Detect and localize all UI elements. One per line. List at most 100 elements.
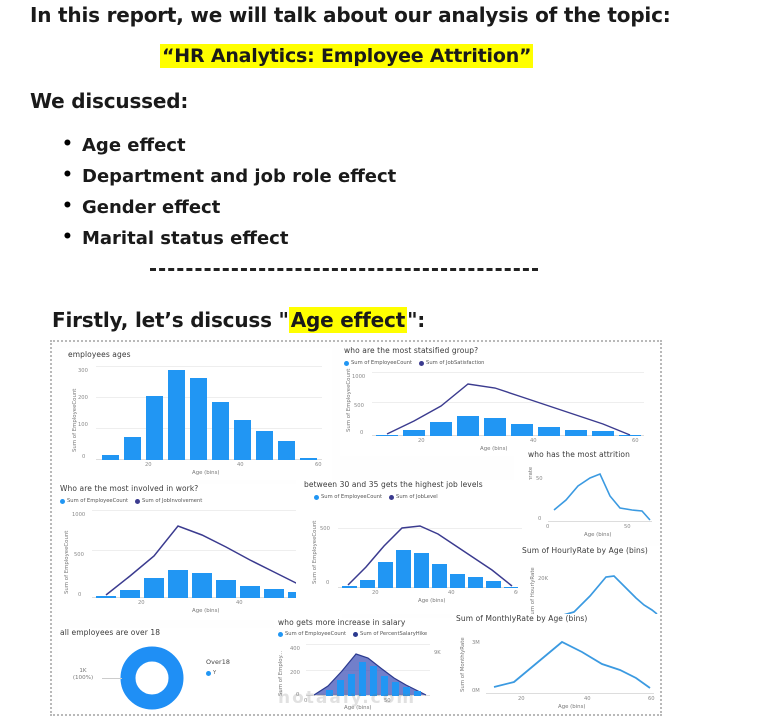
y-tick: 200 <box>290 670 300 676</box>
bar[interactable] <box>457 416 479 436</box>
chart-most-attrition[interactable]: who has the most attrition Sum of attrit… <box>514 448 660 540</box>
legend-item[interactable]: Y <box>206 670 230 676</box>
y-tick: 500 <box>74 552 84 558</box>
legend-swatch-icon <box>314 494 319 500</box>
legend-label: Sum of EmployeeCount <box>285 631 347 637</box>
y-tick: 20K <box>538 576 549 582</box>
bar[interactable] <box>376 435 398 436</box>
legend-swatch-icon <box>353 631 359 637</box>
legend-item[interactable]: Sum of JobSatisfaction <box>419 360 484 366</box>
legend-swatch-icon <box>419 360 425 366</box>
we-discussed-label: We discussed: <box>30 89 189 113</box>
chart-legend[interactable]: Sum of EmployeeCount Sum of JobSatisfact… <box>344 360 484 366</box>
x-tick: 50 <box>384 698 391 704</box>
chart-more-increase-in-salary[interactable]: who gets more increase in salary Sum of … <box>274 618 460 714</box>
x-axis-label: Age (bins) <box>192 470 220 476</box>
bar[interactable] <box>450 574 465 588</box>
bar[interactable] <box>360 580 375 588</box>
legend-item[interactable]: Sum of EmployeeCount <box>278 631 346 637</box>
line-series-jobinvolvement <box>105 525 323 597</box>
bar[interactable] <box>192 573 212 598</box>
y2-tick: 9K <box>434 650 441 656</box>
legend-swatch-icon <box>389 494 395 500</box>
report-title-line: “HR Analytics: Employee Attrition” <box>160 43 534 69</box>
chart-legend[interactable]: Sum of EmployeeCount Sum of PercentSalar… <box>278 631 427 637</box>
bar[interactable] <box>484 418 506 436</box>
y-tick: 100 <box>78 422 88 428</box>
x-tick: 40 <box>530 438 537 444</box>
bar[interactable] <box>124 437 141 460</box>
bar[interactable] <box>468 577 483 588</box>
y-tick: 0 <box>326 580 330 586</box>
y-tick: 1000 <box>352 374 366 380</box>
plot-area <box>96 366 322 460</box>
bar[interactable] <box>370 666 377 696</box>
chart-most-satisfied-group[interactable]: who are the most statsified group? Sum o… <box>340 346 660 456</box>
legend-item[interactable]: Sum of JobLevel <box>389 494 438 500</box>
bar[interactable] <box>168 370 185 460</box>
bar[interactable] <box>592 431 614 436</box>
bar[interactable] <box>430 422 452 436</box>
bar[interactable] <box>414 553 429 588</box>
legend-item[interactable]: Sum of EmployeeCount <box>344 360 412 366</box>
donut-legend[interactable]: Over18 Y <box>206 658 230 676</box>
bar[interactable] <box>511 424 533 436</box>
bar[interactable] <box>414 691 421 696</box>
bar[interactable] <box>102 455 119 460</box>
bar[interactable] <box>212 402 229 460</box>
x-axis-label: Age (bins) <box>480 446 508 452</box>
legend-item[interactable]: Sum of EmployeeCount <box>314 494 382 500</box>
legend-item[interactable]: Sum of PercentSalaryHike <box>353 631 427 637</box>
legend-label: Sum of PercentSalaryHike <box>360 631 428 637</box>
x-tick: 20 <box>145 462 152 468</box>
bar[interactable] <box>504 587 519 588</box>
bar[interactable] <box>396 550 411 588</box>
legend-item[interactable]: Sum of EmployeeCount <box>60 498 128 504</box>
firstly-quote-close: ": <box>407 308 426 332</box>
line-series-joblevel <box>347 525 513 587</box>
bar[interactable] <box>168 570 188 598</box>
x-tick: 60 <box>315 462 322 468</box>
bar[interactable] <box>256 431 273 460</box>
bar[interactable] <box>216 580 236 598</box>
bar[interactable] <box>381 676 388 696</box>
bar[interactable] <box>326 690 333 696</box>
bar[interactable] <box>565 430 587 436</box>
bar[interactable] <box>300 458 317 460</box>
chart-legend[interactable]: Sum of EmployeeCount Sum of JobInvolveme… <box>60 498 202 504</box>
bar[interactable] <box>432 564 447 588</box>
bar[interactable] <box>538 427 560 436</box>
bar[interactable] <box>337 680 344 696</box>
bar[interactable] <box>403 687 410 696</box>
chart-monthly-rate-by-age[interactable]: Sum of MonthlyRate by Age (bins) Sum of … <box>452 614 660 714</box>
bar[interactable] <box>392 682 399 696</box>
bar[interactable] <box>96 596 116 598</box>
bar[interactable] <box>403 430 425 436</box>
bar[interactable] <box>359 662 366 696</box>
chart-legend[interactable]: Sum of EmployeeCount Sum of JobLevel <box>314 494 438 500</box>
bar[interactable] <box>619 435 641 436</box>
bar[interactable] <box>120 590 140 598</box>
legend-label: Sum of EmployeeCount <box>67 498 129 504</box>
chart-most-involved-in-work[interactable]: Who are the most involved in work? Sum o… <box>56 484 342 620</box>
y-tick: 500 <box>354 403 364 409</box>
x-tick: 50 <box>624 524 631 530</box>
bar[interactable] <box>486 581 501 588</box>
bar[interactable] <box>146 396 163 460</box>
bar[interactable] <box>342 586 357 588</box>
y-axis-label: Sum of Employ... <box>278 650 284 696</box>
bar[interactable] <box>190 378 207 460</box>
bar[interactable] <box>144 578 164 598</box>
chart-highest-job-levels[interactable]: between 30 and 35 gets the highest job l… <box>296 480 532 614</box>
bar[interactable] <box>264 589 284 598</box>
bar[interactable] <box>234 420 251 460</box>
chart-all-employees-over-18[interactable]: all employees are over 18 1K (100%) Over… <box>58 628 284 714</box>
report-title-highlight: “HR Analytics: Employee Attrition” <box>160 44 534 68</box>
legend-item[interactable]: Sum of JobInvolvement <box>135 498 202 504</box>
bar[interactable] <box>378 562 393 588</box>
bar[interactable] <box>348 674 355 696</box>
chart-employees-ages[interactable]: employees ages Sum of EmployeeCount 0 10… <box>60 348 332 480</box>
donut-chart[interactable] <box>120 646 184 710</box>
bar[interactable] <box>240 586 260 598</box>
bar[interactable] <box>278 441 295 460</box>
